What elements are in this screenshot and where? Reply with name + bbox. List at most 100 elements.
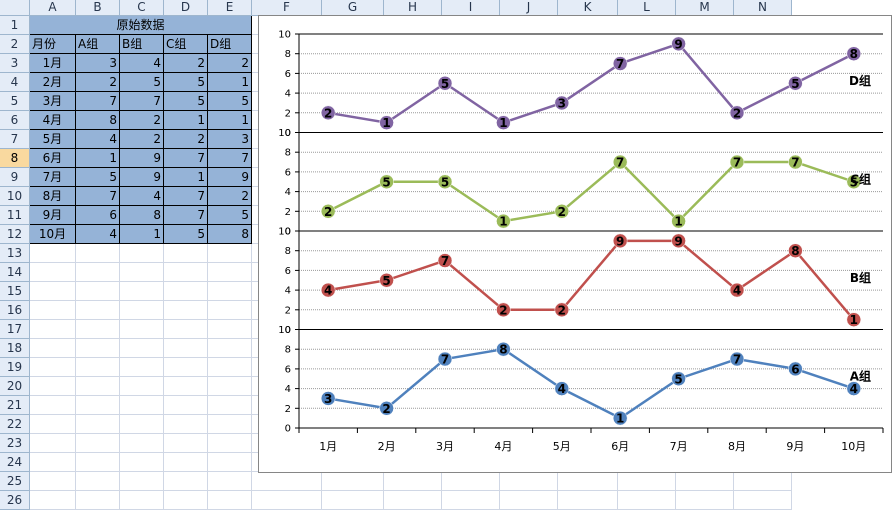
table-data-cell[interactable]: 2 xyxy=(76,73,120,92)
grid-cell[interactable] xyxy=(30,453,76,472)
grid-cell[interactable] xyxy=(76,358,120,377)
grid-cell[interactable] xyxy=(164,320,208,339)
grid-cell[interactable] xyxy=(30,491,76,510)
grid-cell[interactable] xyxy=(120,244,164,263)
grid-cell[interactable] xyxy=(208,472,252,491)
stacked-line-chart[interactable]: 0 2 4 6 8 10 2 1 5 1 3 7 9 2 5 8 D组 0 2 4 6 8 10 2 5 5 1 2 7 1 7 7 5 C组 0 2… xyxy=(258,15,892,473)
grid-cell[interactable] xyxy=(76,491,120,510)
grid-cell[interactable] xyxy=(76,434,120,453)
table-data-cell[interactable]: 4月 xyxy=(30,111,76,130)
column-header-i[interactable]: I xyxy=(442,0,500,16)
grid-cell[interactable] xyxy=(76,282,120,301)
table-data-cell[interactable]: 7 xyxy=(164,149,208,168)
grid-cell[interactable] xyxy=(208,377,252,396)
grid-cell[interactable] xyxy=(208,301,252,320)
row-header-25[interactable]: 25 xyxy=(0,472,30,491)
table-data-cell[interactable]: 6 xyxy=(76,206,120,225)
grid-cell[interactable] xyxy=(120,377,164,396)
row-header-13[interactable]: 13 xyxy=(0,244,30,263)
grid-cell[interactable] xyxy=(76,472,120,491)
table-data-cell[interactable]: 3 xyxy=(76,54,120,73)
table-data-cell[interactable]: 9 xyxy=(120,149,164,168)
table-data-cell[interactable]: 9月 xyxy=(30,206,76,225)
grid-cell[interactable] xyxy=(252,472,322,491)
grid-cell[interactable] xyxy=(676,491,734,510)
grid-cell[interactable] xyxy=(76,396,120,415)
table-data-cell[interactable]: 2 xyxy=(120,130,164,149)
row-header-14[interactable]: 14 xyxy=(0,263,30,282)
row-header-21[interactable]: 21 xyxy=(0,396,30,415)
table-data-cell[interactable]: 1 xyxy=(164,168,208,187)
row-header-3[interactable]: 3 xyxy=(0,54,30,73)
grid-cell[interactable] xyxy=(76,339,120,358)
grid-cell[interactable] xyxy=(164,434,208,453)
grid-cell[interactable] xyxy=(442,491,500,510)
table-data-cell[interactable]: 1 xyxy=(120,225,164,244)
grid-cell[interactable] xyxy=(120,453,164,472)
grid-cell[interactable] xyxy=(208,339,252,358)
grid-cell[interactable] xyxy=(76,244,120,263)
column-header-l[interactable]: L xyxy=(618,0,676,16)
column-header-j[interactable]: J xyxy=(500,0,558,16)
grid-cell[interactable] xyxy=(30,263,76,282)
table-data-cell[interactable]: 2 xyxy=(208,187,252,206)
table-data-cell[interactable]: 7 xyxy=(76,92,120,111)
grid-cell[interactable] xyxy=(208,434,252,453)
grid-cell[interactable] xyxy=(164,339,208,358)
grid-cell[interactable] xyxy=(442,472,500,491)
grid-cell[interactable] xyxy=(208,263,252,282)
select-all-corner[interactable] xyxy=(0,0,30,16)
table-data-cell[interactable]: 5 xyxy=(164,73,208,92)
table-data-cell[interactable]: 1 xyxy=(164,111,208,130)
grid-cell[interactable] xyxy=(734,472,792,491)
grid-cell[interactable] xyxy=(208,453,252,472)
row-header-17[interactable]: 17 xyxy=(0,320,30,339)
table-data-cell[interactable]: 9 xyxy=(120,168,164,187)
grid-cell[interactable] xyxy=(30,282,76,301)
row-header-6[interactable]: 6 xyxy=(0,111,30,130)
grid-cell[interactable] xyxy=(676,472,734,491)
grid-cell[interactable] xyxy=(120,472,164,491)
grid-cell[interactable] xyxy=(384,491,442,510)
table-data-cell[interactable]: 4 xyxy=(120,187,164,206)
grid-cell[interactable] xyxy=(120,491,164,510)
grid-cell[interactable] xyxy=(208,358,252,377)
grid-cell[interactable] xyxy=(164,358,208,377)
table-header-cell[interactable]: 月份 xyxy=(30,35,76,54)
table-data-cell[interactable]: 1月 xyxy=(30,54,76,73)
column-header-h[interactable]: H xyxy=(384,0,442,16)
table-data-cell[interactable]: 9 xyxy=(208,168,252,187)
grid-cell[interactable] xyxy=(618,491,676,510)
row-header-10[interactable]: 10 xyxy=(0,187,30,206)
grid-cell[interactable] xyxy=(76,453,120,472)
column-header-e[interactable]: E xyxy=(208,0,252,16)
grid-cell[interactable] xyxy=(208,396,252,415)
table-data-cell[interactable]: 1 xyxy=(208,73,252,92)
grid-cell[interactable] xyxy=(252,491,322,510)
table-data-cell[interactable]: 5 xyxy=(208,92,252,111)
grid-cell[interactable] xyxy=(76,377,120,396)
table-data-cell[interactable]: 5 xyxy=(208,206,252,225)
row-header-1[interactable]: 1 xyxy=(0,16,30,35)
column-header-c[interactable]: C xyxy=(120,0,164,16)
grid-cell[interactable] xyxy=(76,301,120,320)
grid-cell[interactable] xyxy=(30,339,76,358)
table-data-cell[interactable]: 8 xyxy=(76,111,120,130)
grid-cell[interactable] xyxy=(120,263,164,282)
table-data-cell[interactable]: 5 xyxy=(164,225,208,244)
grid-cell[interactable] xyxy=(120,339,164,358)
grid-cell[interactable] xyxy=(76,263,120,282)
grid-cell[interactable] xyxy=(164,282,208,301)
table-header-cell[interactable]: A组 xyxy=(76,35,120,54)
grid-cell[interactable] xyxy=(76,320,120,339)
table-data-cell[interactable]: 5 xyxy=(164,92,208,111)
grid-cell[interactable] xyxy=(208,320,252,339)
table-data-cell[interactable]: 7 xyxy=(120,92,164,111)
table-data-cell[interactable]: 3 xyxy=(208,130,252,149)
grid-cell[interactable] xyxy=(208,491,252,510)
grid-cell[interactable] xyxy=(500,472,558,491)
grid-cell[interactable] xyxy=(30,434,76,453)
grid-cell[interactable] xyxy=(30,320,76,339)
table-data-cell[interactable]: 7月 xyxy=(30,168,76,187)
grid-cell[interactable] xyxy=(164,377,208,396)
